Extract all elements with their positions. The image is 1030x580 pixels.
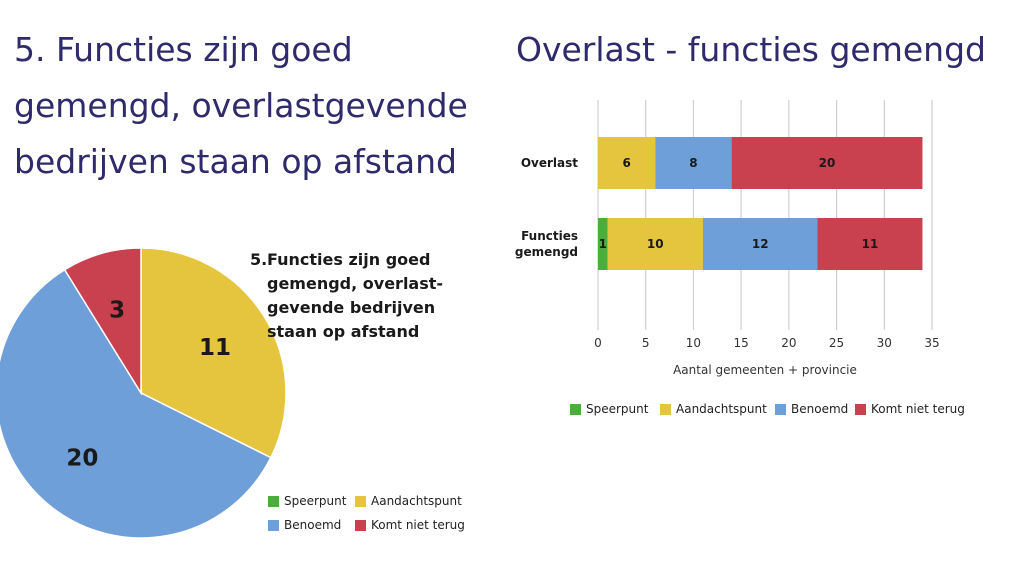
pie-legend-item-benoemd: Benoemd (268, 518, 341, 532)
bar-data-label: 8 (689, 156, 697, 170)
bar-segment-komt-niet-terug (817, 218, 923, 270)
bar-segment-komt-niet-terug (731, 137, 923, 189)
legend-swatch (355, 495, 366, 507)
bar-data-label: 10 (647, 237, 664, 251)
bar-segment-aandachtspunt (607, 218, 703, 270)
legend-label: Aandachtspunt (676, 402, 767, 416)
bar-segment-benoemd (655, 137, 732, 189)
pie-title-text: Functies zijn goed gemengd, overlast-gev… (267, 250, 444, 341)
pie-slice-benoemd (0, 268, 272, 539)
bar-legend-item-aandachtspunt: Aandachtspunt (660, 402, 767, 416)
legend-label: Komt niet terug (871, 402, 965, 416)
pie-legend-item-aandachtspunt: Aandachtspunt (355, 494, 462, 508)
bar-data-label: 6 (622, 156, 630, 170)
x-tick-label: 30 (877, 336, 892, 350)
legend-swatch (855, 403, 866, 415)
legend-label: Benoemd (791, 402, 849, 416)
bar-legend-item-benoemd: Benoemd (775, 402, 848, 416)
legend-label: Speerpunt (586, 402, 649, 416)
category-label-overlast: Overlast (521, 156, 578, 170)
legend-swatch (775, 403, 786, 415)
bar-legend: Speerpunt Aandachtspunt Benoemd Komt niet t… (570, 402, 990, 422)
pie-slice-aandachtspunt (140, 247, 287, 459)
bar-legend-item-komt-niet-terug: Komt niet terug (855, 402, 965, 416)
legend-label: Aandachtspunt (371, 494, 462, 508)
bar-segment-benoemd (702, 218, 818, 270)
legend-label: Benoemd (284, 518, 342, 532)
bar-data-label: 11 (862, 237, 879, 251)
legend-swatch (268, 519, 279, 531)
x-tick-label: 35 (924, 336, 939, 350)
bar-data-label: 12 (752, 237, 769, 251)
x-tick-label: 25 (829, 336, 844, 350)
pie-label-komt-niet-terug: 3 (109, 297, 125, 323)
bar-data-label: 20 (819, 156, 836, 170)
pie-legend-item-komt-niet-terug: Komt niet terug (355, 518, 465, 532)
pie-title-number: 5. (250, 250, 268, 269)
bar-segment-speerpunt (598, 218, 608, 270)
category-label-functies-gemengd: Functies gemengd (515, 229, 578, 259)
x-tick-label: 5 (642, 336, 650, 350)
bar-segment-aandachtspunt (598, 137, 656, 189)
x-tick-label: 0 (594, 336, 602, 350)
legend-label: Speerpunt (284, 494, 347, 508)
bar-data-label: 1 (599, 237, 607, 251)
pie-chart-title: 5. Functies zijn goed gemengd, overlast-… (250, 248, 480, 344)
pie-legend: Speerpunt Aandachtspunt Benoemd Komt niet t… (268, 494, 508, 538)
bar-chart-title: Overlast - functies gemengd (516, 30, 986, 69)
pie-label-benoemd: 20 (66, 445, 98, 471)
x-tick-label: 10 (686, 336, 701, 350)
pie-slice-komt-niet-terug (63, 247, 142, 396)
legend-swatch (268, 495, 279, 507)
legend-swatch (570, 403, 581, 415)
x-tick-label: 15 (734, 336, 749, 350)
legend-swatch (355, 519, 366, 531)
page-title: 5. Functies zijn goed gemengd, overlastg… (14, 30, 468, 181)
pie-legend-item-speerpunt: Speerpunt (268, 494, 346, 508)
legend-swatch (660, 403, 671, 415)
x-axis-label: Aantal gemeenten + provincie (673, 363, 857, 377)
legend-label: Komt niet terug (371, 518, 465, 532)
x-tick-label: 20 (781, 336, 796, 350)
bar-legend-item-speerpunt: Speerpunt (570, 402, 648, 416)
pie-label-aandachtspunt: 11 (199, 335, 231, 361)
